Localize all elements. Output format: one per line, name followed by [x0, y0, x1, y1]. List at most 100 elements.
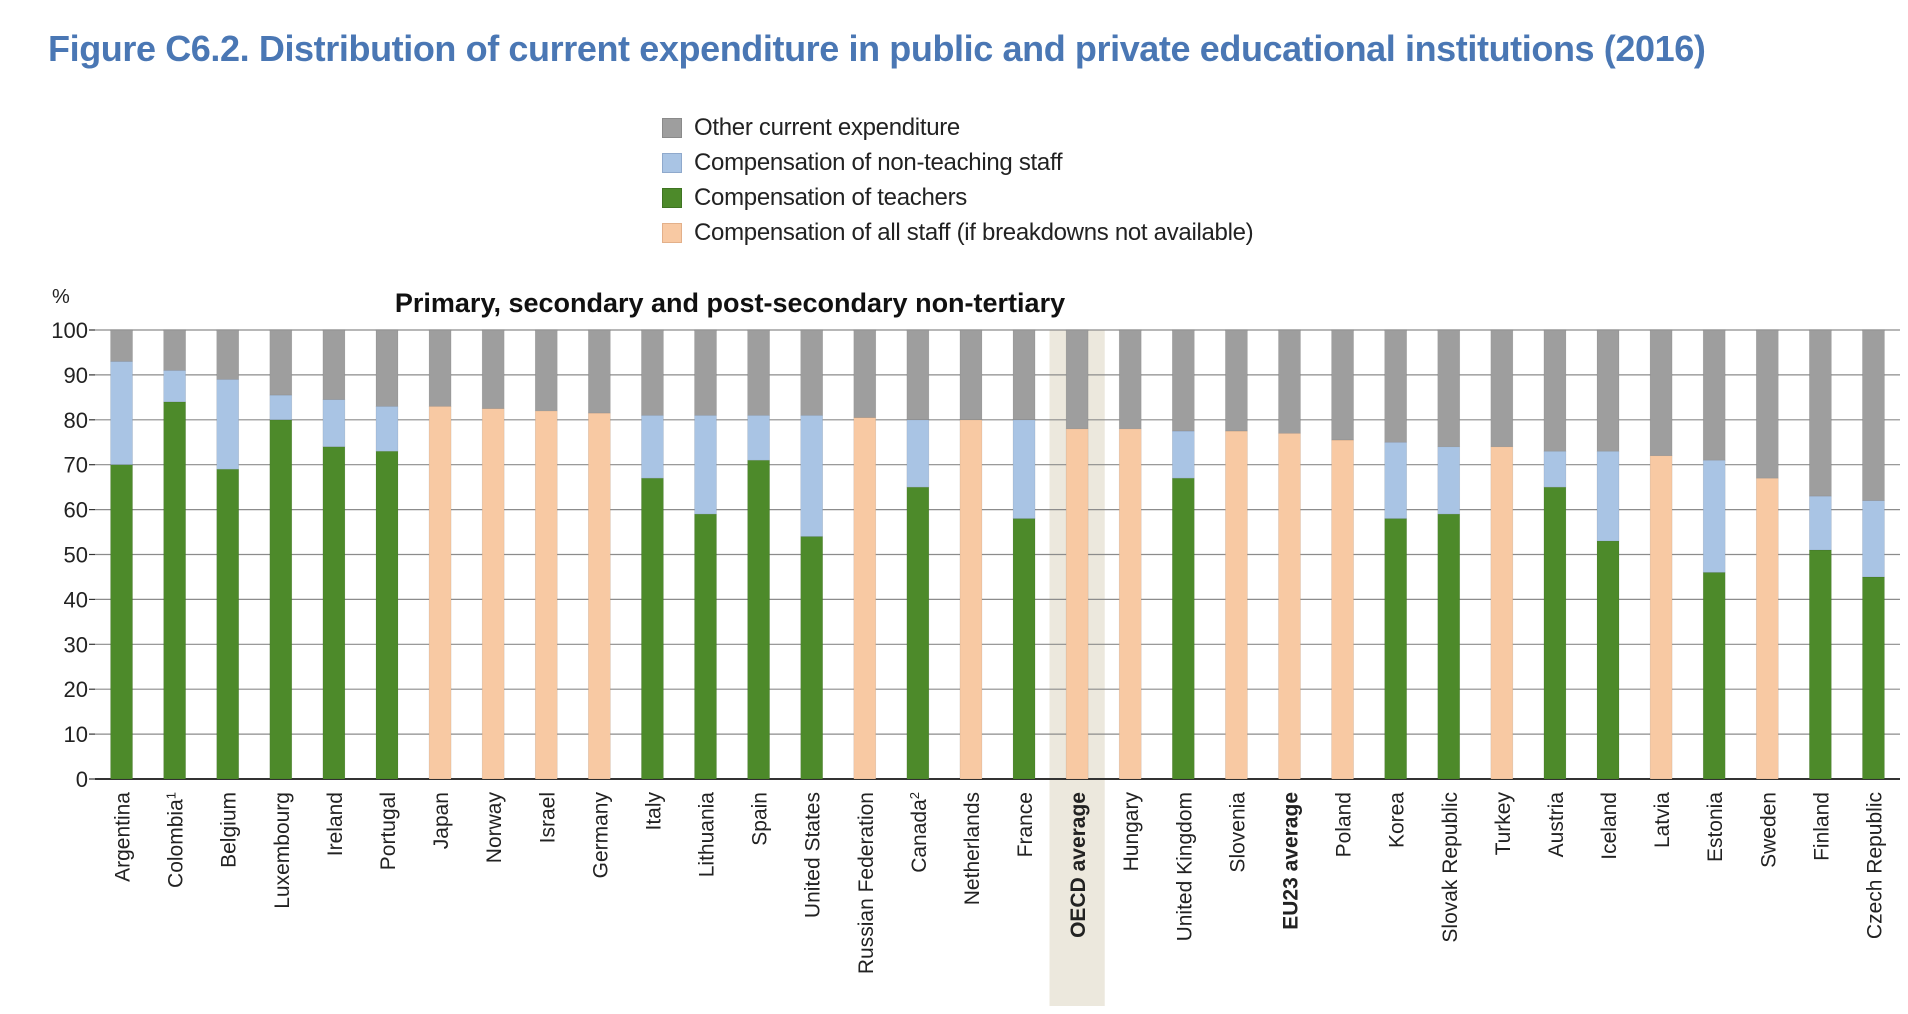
- bar-segment: [1490, 329, 1514, 448]
- bar-segment: [694, 415, 717, 515]
- bar-segment: [641, 415, 664, 479]
- y-tick-label: 50: [64, 543, 88, 568]
- x-tick-label: Lithuania: [696, 792, 719, 878]
- bar-segment: [641, 477, 664, 780]
- bar-segment: [853, 417, 877, 780]
- bar-segment: [375, 329, 399, 407]
- bar-segment: [1384, 518, 1407, 780]
- bar-segment: [1437, 329, 1461, 448]
- bar-segment: [1331, 329, 1354, 441]
- bar-segment: [1225, 329, 1248, 432]
- bar-segment: [1755, 329, 1779, 479]
- bar-segment: [481, 329, 505, 409]
- bar-segment: [1596, 329, 1620, 452]
- x-tick-label: Iceland: [1598, 792, 1621, 860]
- bar-segment: [747, 415, 770, 461]
- bar-segment: [959, 329, 983, 421]
- y-tick-label: 20: [64, 677, 88, 702]
- bar-segment: [375, 450, 399, 780]
- x-tick-label: Luxembourg: [271, 792, 294, 909]
- x-tick-label: Colombia1: [164, 792, 188, 888]
- x-tick-label: Italy: [642, 792, 665, 831]
- bar-segment: [1012, 329, 1036, 421]
- bar-segment: [1596, 450, 1620, 542]
- chart-title: Primary, secondary and post-secondary no…: [395, 288, 1065, 318]
- x-tick-label: OECD average: [1067, 792, 1090, 938]
- bar-segment: [641, 329, 664, 416]
- x-tick-label: Israel: [536, 792, 559, 843]
- y-tick-label: 60: [64, 498, 88, 523]
- x-tick-label: Korea: [1386, 792, 1409, 848]
- bar-segment: [1118, 428, 1142, 780]
- x-tick-label: Hungary: [1120, 792, 1143, 872]
- bar-segment: [1172, 430, 1195, 479]
- bar-segment: [1384, 441, 1407, 519]
- figure-title: Figure C6.2. Distribution of current exp…: [48, 28, 1706, 69]
- bar-segment: [110, 361, 133, 465]
- bar-segment: [1649, 329, 1673, 457]
- bar-segment: [1543, 450, 1567, 488]
- x-tick-label: Portugal: [377, 792, 400, 870]
- bar-segment: [747, 459, 770, 780]
- bar-segment: [1012, 419, 1036, 519]
- bar-segment: [1490, 446, 1514, 780]
- bar-segment: [216, 329, 240, 380]
- y-tick-label: 70: [64, 453, 88, 478]
- bar-segment: [1702, 572, 1726, 780]
- y-tick-label: 0: [76, 767, 88, 792]
- bar-segment: [800, 329, 823, 416]
- x-tick-label: Argentina: [112, 792, 135, 882]
- bar-segment: [1172, 477, 1195, 780]
- bar-segment: [322, 446, 346, 780]
- legend-swatch-teachers: [662, 187, 682, 208]
- legend-label-other: Other current expenditure: [694, 113, 960, 141]
- y-tick-label: 80: [64, 408, 88, 433]
- bar-segment: [1862, 576, 1885, 780]
- legend-label-all-staff: Compensation of all staff (if breakdowns…: [694, 218, 1254, 246]
- bar-segment: [588, 329, 611, 414]
- x-tick-label: United States: [802, 792, 825, 918]
- bar-segment: [269, 329, 293, 396]
- bar-segment: [1225, 430, 1248, 780]
- bar-segment: [1543, 486, 1567, 780]
- x-tick-label: France: [1014, 792, 1037, 857]
- bar-segment: [1278, 432, 1301, 780]
- x-tick-label: Slovak Republic: [1439, 792, 1462, 943]
- y-tick-label: 100: [51, 318, 88, 343]
- bar-segment: [906, 419, 930, 488]
- bar-segment: [534, 329, 558, 412]
- legend-item-teachers: Compensation of teachers: [662, 180, 1253, 215]
- x-tick-label: Russian Federation: [855, 792, 878, 974]
- bar-segment: [1755, 477, 1779, 780]
- x-tick-label: Turkey: [1492, 792, 1515, 856]
- bar-segment: [1172, 329, 1195, 432]
- legend-label-non-teaching: Compensation of non-teaching staff: [694, 148, 1063, 176]
- legend-item-all-staff: Compensation of all staff (if breakdowns…: [662, 215, 1254, 250]
- bar-segment: [216, 468, 240, 780]
- legend-swatch-other: [662, 117, 682, 138]
- x-tick-label: Czech Republic: [1863, 792, 1886, 939]
- legend: Other current expenditure Compensation o…: [662, 110, 1254, 250]
- bar-segment: [694, 513, 717, 780]
- bar-segment: [906, 486, 930, 780]
- bar-segment: [1702, 329, 1726, 461]
- x-tick-label: Latvia: [1651, 792, 1674, 848]
- bar-segment: [588, 412, 611, 780]
- bar-segment: [1118, 329, 1142, 430]
- bar-segment: [747, 329, 770, 416]
- legend-item-non-teaching: Compensation of non-teaching staff: [662, 145, 1253, 180]
- x-tick-label: Norway: [483, 792, 506, 864]
- x-tick-label: Ireland: [324, 792, 347, 856]
- bar-segment: [1809, 495, 1832, 551]
- y-tick-label: 90: [64, 363, 88, 388]
- y-tick-label: 30: [64, 632, 88, 657]
- legend-item-other: Other current expenditure: [662, 110, 1253, 145]
- bar-segment: [694, 329, 717, 416]
- y-axis-label: %: [52, 286, 70, 308]
- x-tick-label: Germany: [589, 792, 612, 879]
- x-tick-label: Poland: [1333, 792, 1356, 857]
- bar-segment: [1702, 459, 1726, 573]
- y-tick-label: 10: [64, 722, 88, 747]
- y-tick-label: 40: [64, 587, 88, 612]
